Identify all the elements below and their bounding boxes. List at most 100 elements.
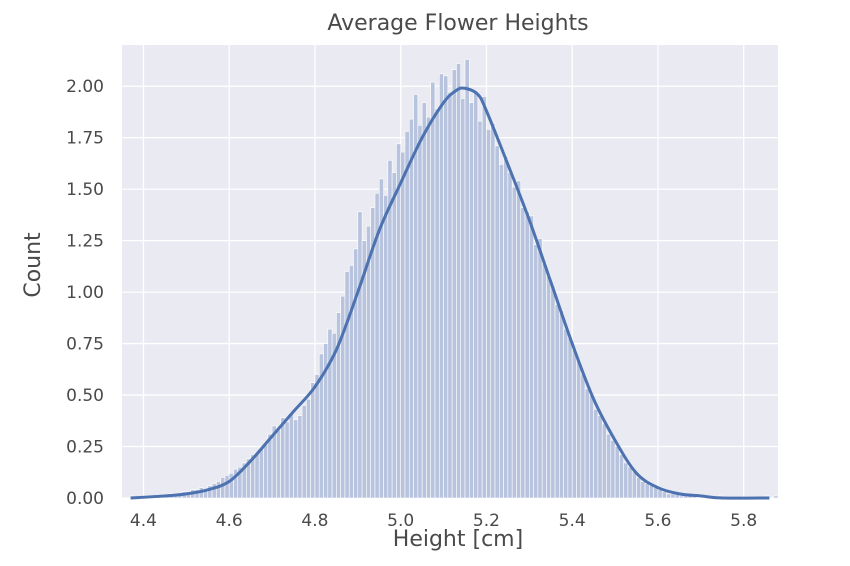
histogram-bar [456, 63, 462, 499]
histogram-bar [571, 349, 577, 499]
histogram-bar [293, 419, 299, 499]
histogram-bar [524, 211, 530, 499]
y-axis-ticks: 0.00 0.25 0.50 0.75 1.00 1.25 1.50 1.75 2.00 [66, 77, 104, 509]
y-tick-label: 2.00 [66, 77, 104, 97]
histogram-bar [773, 495, 779, 499]
histogram-bar [421, 102, 427, 499]
x-tick-label: 4.6 [216, 511, 243, 531]
histogram-bar [220, 477, 226, 499]
histogram-bar [550, 285, 556, 499]
histogram-bar [679, 495, 684, 499]
y-tick-label: 1.50 [66, 180, 104, 200]
histogram-bar [554, 304, 560, 499]
histogram-bar [434, 108, 440, 499]
histogram-bar [614, 446, 620, 499]
histogram-bar [576, 359, 582, 499]
histogram-bar [661, 491, 667, 499]
histogram-bar [301, 405, 307, 499]
histogram-bar [503, 155, 509, 499]
histogram-bar [580, 374, 586, 499]
x-tick-label: 5.0 [387, 511, 414, 531]
histogram-bar [481, 96, 487, 499]
histogram-bar [408, 118, 414, 499]
x-axis-ticks: 4.4 4.6 4.8 5.0 5.2 5.4 5.6 5.8 [130, 511, 757, 531]
histogram-bar [383, 195, 389, 499]
x-tick-label: 5.6 [644, 511, 671, 531]
histogram-bar [267, 433, 273, 499]
histogram-bar [443, 75, 449, 499]
histogram-bar [494, 145, 500, 499]
histogram-bar [400, 151, 406, 499]
histogram-bar [417, 125, 423, 499]
histogram-bar [589, 394, 594, 499]
histogram-bar [404, 131, 410, 499]
histogram-bar [468, 102, 474, 499]
x-tick-label: 5.4 [559, 511, 586, 531]
histogram-bar [460, 98, 466, 499]
histogram-bar [288, 413, 294, 499]
histogram-bar [666, 493, 672, 499]
histogram-bar [593, 409, 599, 499]
histogram-bar [464, 59, 470, 499]
histogram-bar [490, 122, 496, 499]
histogram-bar [391, 172, 397, 499]
y-tick-label: 0.25 [66, 438, 104, 458]
histogram-bar [623, 462, 629, 499]
x-tick-label: 5.8 [730, 511, 757, 531]
histogram-bar [584, 388, 590, 499]
histogram-bar [211, 483, 217, 499]
y-tick-label: 1.00 [66, 283, 104, 303]
histogram-bar [224, 475, 230, 499]
histogram-bar [353, 248, 359, 499]
histogram-bar [344, 271, 350, 499]
histogram-bar [636, 477, 642, 499]
histogram-bar [473, 90, 479, 499]
histogram-bar [597, 415, 603, 499]
histogram-bar [520, 207, 526, 499]
x-axis-label: Height [cm] [393, 527, 523, 552]
histogram-bar [516, 180, 522, 499]
histogram-bar [426, 116, 432, 499]
histogram-bar [310, 382, 316, 499]
histogram-bar [537, 238, 543, 499]
histogram-bar [627, 466, 633, 499]
histogram-bar [297, 415, 303, 499]
x-tick-label: 5.2 [473, 511, 500, 531]
histogram-bar [559, 310, 564, 499]
histogram-bar [670, 493, 676, 499]
histogram-bar [610, 440, 616, 499]
histogram-bar [601, 423, 607, 499]
histogram-bar [644, 483, 650, 499]
histogram-bar [263, 444, 269, 499]
histogram-bar [541, 262, 547, 499]
chart-title: Average Flower Heights [327, 11, 588, 36]
histogram-bar [438, 73, 444, 499]
histogram-bar [657, 489, 663, 499]
histogram-bar [507, 172, 513, 499]
histogram-bar [640, 481, 646, 499]
y-tick-label: 1.25 [66, 232, 104, 252]
histogram-bar [284, 421, 290, 499]
histogram-bar [447, 92, 453, 499]
histogram-bar [529, 215, 534, 499]
histogram-bar [430, 81, 436, 499]
histogram-bar [499, 164, 504, 499]
histogram-bar [653, 487, 659, 499]
histogram-bar [258, 448, 264, 499]
histogram-bar [649, 485, 654, 499]
histogram-bar [396, 143, 401, 499]
histogram-bar [451, 69, 457, 499]
y-tick-label: 0.50 [66, 386, 104, 406]
y-tick-label: 0.00 [66, 489, 104, 509]
histogram-bar [567, 337, 573, 499]
histogram-bar [280, 417, 286, 499]
histogram-bar [306, 398, 311, 499]
histogram-bar [606, 433, 612, 499]
x-tick-label: 4.4 [130, 511, 157, 531]
histogram-bar [631, 470, 637, 499]
histogram-bar [348, 265, 354, 499]
histogram-bar [619, 454, 624, 499]
histogram-bar [357, 211, 363, 499]
y-axis-label: Count [21, 232, 46, 298]
